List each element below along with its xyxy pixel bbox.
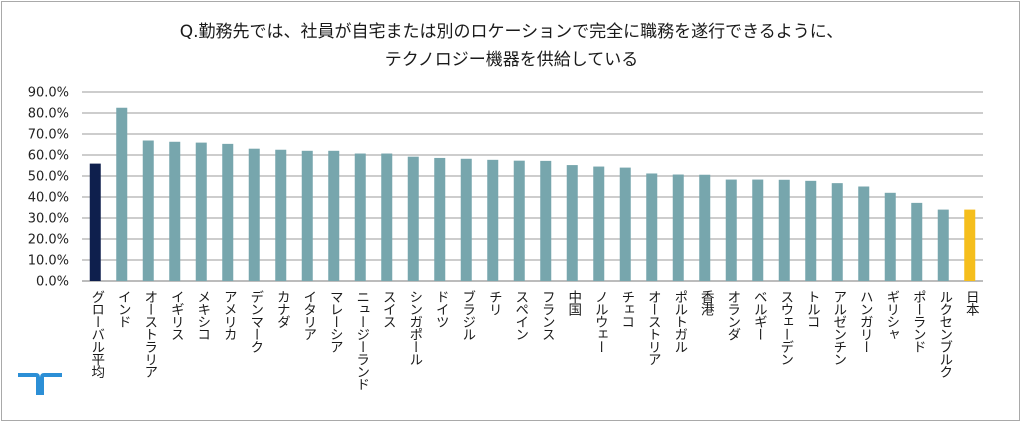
x-category-label: 中国	[565, 290, 581, 317]
x-category-label: ポーランド	[910, 290, 926, 353]
y-tick-label: 0.0%	[36, 275, 69, 290]
x-category-label: メキシコ	[194, 290, 210, 340]
x-category-label: スイス	[380, 290, 396, 328]
bar	[195, 142, 207, 281]
x-category-label: チェコ	[618, 290, 634, 328]
bar	[805, 180, 817, 281]
x-category-label: ブラジル	[459, 290, 475, 341]
chart-title-line-1: Q.勤務先では、社員が自宅または別のロケーションで完全に職務を遂行できるように、	[179, 22, 844, 42]
y-tick-label: 60.0%	[28, 149, 69, 164]
randstad-logo-icon	[18, 373, 62, 395]
x-category-label: チリ	[486, 290, 502, 315]
x-category-label: ドイツ	[433, 290, 449, 328]
chart-title-line-2: テクノロジー機器を供給している	[384, 50, 639, 70]
bar	[169, 141, 181, 281]
y-tick-label: 10.0%	[28, 254, 69, 269]
bar	[937, 209, 949, 281]
x-category-label: ポルトガル	[671, 290, 687, 353]
y-tick-label: 50.0%	[28, 170, 69, 185]
x-category-label: ベルギー	[751, 290, 768, 340]
y-tick-label: 70.0%	[28, 128, 69, 143]
bar	[911, 202, 923, 281]
bar	[540, 160, 552, 281]
x-category-label: デンマーク	[247, 290, 263, 354]
x-category-label: インド	[115, 290, 131, 328]
bar	[434, 157, 446, 281]
bar	[328, 150, 340, 281]
bar	[566, 165, 578, 281]
bar	[593, 166, 605, 281]
bar	[619, 167, 631, 281]
bar	[407, 156, 419, 281]
bar	[354, 153, 366, 281]
x-category-label: フランス	[539, 290, 555, 340]
x-category-label: トルコ	[804, 290, 820, 328]
bar	[858, 186, 870, 281]
x-category-label: イギリス	[168, 290, 184, 340]
x-category-label: ニュージーランド	[353, 290, 369, 390]
y-tick-label: 30.0%	[28, 212, 69, 227]
chart-title: Q.勤務先では、社員が自宅または別のロケーションで完全に職務を遂行できるように、…	[0, 18, 1023, 74]
bar	[884, 192, 896, 281]
x-category-label: ルクセンブルク	[936, 290, 953, 379]
bar	[142, 140, 154, 281]
x-category-label: オーストラリア	[141, 290, 157, 379]
bar	[699, 174, 711, 281]
x-category-label: アルゼンチン	[830, 290, 847, 365]
bar	[778, 179, 790, 281]
bar	[116, 107, 128, 281]
bar	[725, 179, 737, 281]
bar	[964, 209, 976, 281]
x-category-label: オランダ	[724, 290, 740, 341]
bar	[487, 159, 499, 281]
y-tick-label: 20.0%	[28, 233, 69, 248]
x-category-label: オーストリア	[645, 290, 661, 366]
bar	[513, 160, 525, 281]
bar	[248, 148, 260, 281]
bar	[381, 153, 393, 281]
x-category-label: ノルウェー	[592, 290, 608, 353]
x-category-label: アメリカ	[221, 290, 237, 341]
x-category-label: イタリア	[300, 290, 316, 341]
bar	[831, 183, 843, 281]
bar	[672, 174, 684, 281]
x-category-label: スペイン	[512, 290, 529, 340]
y-tick-label: 90.0%	[28, 86, 69, 101]
bar	[646, 173, 658, 281]
x-category-label: 香港	[698, 290, 715, 317]
y-tick-label: 80.0%	[28, 107, 69, 122]
bar	[752, 179, 764, 281]
bar	[89, 163, 101, 281]
x-category-label: 日本	[963, 290, 980, 316]
bar	[460, 158, 472, 281]
x-category-label: ギリシャ	[883, 290, 899, 340]
x-category-label: シンガポール	[406, 290, 422, 365]
x-category-label: グローバル平均	[88, 290, 105, 379]
x-category-label: スウェーデン	[777, 290, 793, 365]
bar	[301, 150, 313, 281]
bar	[222, 143, 234, 281]
bar	[275, 149, 287, 281]
x-category-label: ハンガリー	[857, 290, 873, 353]
y-tick-label: 40.0%	[28, 191, 69, 206]
x-category-label: マレーシア	[327, 290, 343, 354]
x-category-label: カナダ	[274, 290, 290, 329]
